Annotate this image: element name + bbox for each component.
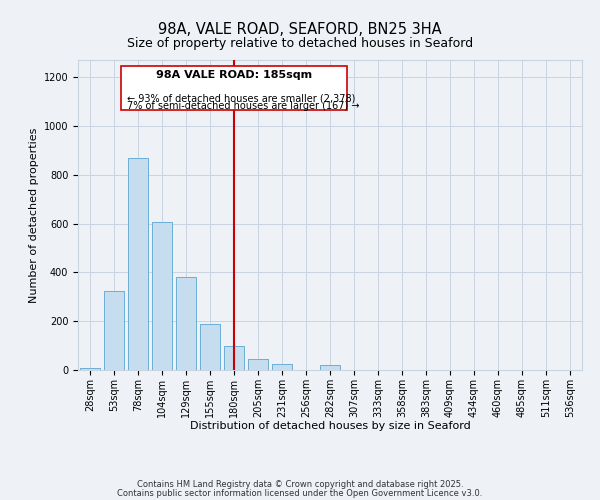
Bar [272, 364, 292, 370]
Text: Contains public sector information licensed under the Open Government Licence v3: Contains public sector information licen… [118, 488, 482, 498]
Text: 98A, VALE ROAD, SEAFORD, BN25 3HA: 98A, VALE ROAD, SEAFORD, BN25 3HA [158, 22, 442, 38]
Text: Size of property relative to detached houses in Seaford: Size of property relative to detached ho… [127, 38, 473, 51]
Bar [200, 324, 220, 370]
Text: ← 93% of detached houses are smaller (2,378): ← 93% of detached houses are smaller (2,… [127, 94, 356, 104]
Bar [248, 359, 268, 370]
Y-axis label: Number of detached properties: Number of detached properties [29, 128, 40, 302]
Text: 7% of semi-detached houses are larger (167) →: 7% of semi-detached houses are larger (1… [127, 102, 360, 112]
Bar [320, 365, 340, 370]
Bar [152, 222, 172, 370]
X-axis label: Distribution of detached houses by size in Seaford: Distribution of detached houses by size … [190, 421, 470, 431]
Text: 98A VALE ROAD: 185sqm: 98A VALE ROAD: 185sqm [156, 70, 312, 80]
Bar [128, 158, 148, 370]
FancyBboxPatch shape [121, 66, 347, 110]
Text: Contains HM Land Registry data © Crown copyright and database right 2025.: Contains HM Land Registry data © Crown c… [137, 480, 463, 489]
Bar [176, 277, 196, 370]
Bar [224, 346, 244, 370]
Bar [80, 368, 100, 370]
Bar [104, 290, 124, 370]
